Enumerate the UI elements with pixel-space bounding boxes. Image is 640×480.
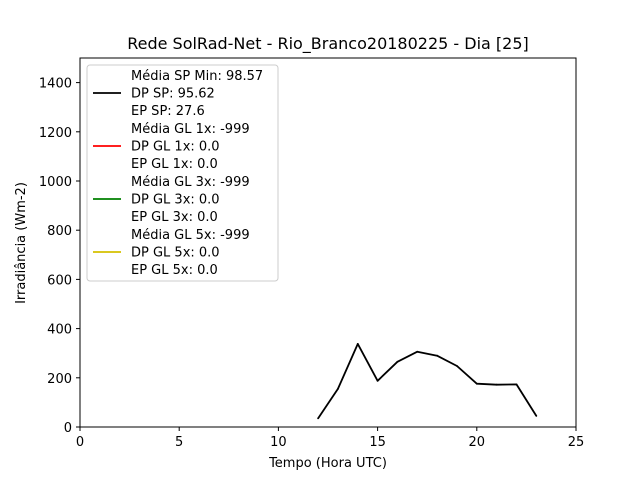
legend: Média SP Min: 98.57 DP SP: 95.62 EP SP: 27… [86,64,279,282]
series-1-point-3 [356,342,359,345]
y-tick-label: 1400 [39,77,72,92]
series-1-point-7 [436,354,439,357]
legend-label: Média SP Min: 98.57 [131,69,263,84]
y-axis-label: Irradiância (Wm-2) [14,182,29,304]
legend-label: DP SP: 95.62 [131,87,215,102]
legend-label: DP GL 5x: 0.0 [131,246,220,261]
series-1-point-4 [376,379,379,382]
series-1-point-11 [515,383,518,386]
series-1-point-12 [535,415,538,417]
y-tick-label: 1000 [39,175,72,190]
y-tick-label: 800 [47,224,72,239]
chart-title: Rede SolRad-Net - Rio_Branco20180225 - D… [127,34,529,54]
x-tick-label: 20 [469,435,486,450]
legend-box [86,64,279,282]
series-1-point-8 [456,365,458,367]
series-1-point-9 [475,382,478,385]
legend-label: Média GL 5x: -999 [131,228,250,243]
y-tick-label: 400 [47,323,72,338]
y-tick-label: 0 [64,421,72,436]
series-1-point-5 [396,360,399,363]
x-tick-label: 5 [175,435,183,450]
legend-label: DP GL 1x: 0.0 [131,140,220,155]
y-tick-label: 600 [47,273,72,288]
legend-label: DP GL 3x: 0.0 [131,193,220,208]
x-tick-label: 15 [369,435,386,450]
legend-label: EP GL 5x: 0.0 [131,263,218,278]
y-tick-label: 200 [47,372,72,387]
legend-label: EP GL 1x: 0.0 [131,157,218,172]
x-tick-label: 25 [568,435,585,450]
x-tick-label: 10 [270,435,287,450]
plot-frame [79,57,577,428]
y-tick-label: 1200 [39,126,72,141]
legend-label: Média GL 3x: -999 [131,175,250,190]
series-1-point-1 [317,417,319,420]
legend-label: Média GL 1x: -999 [131,122,250,137]
x-tick-label: 0 [76,435,84,450]
legend-label: EP SP: 27.6 [131,104,205,119]
series-1-point-6 [416,350,419,353]
x-axis-label: Tempo (Hora UTC) [268,456,387,471]
series-line-1 [317,342,538,419]
series-1-point-10 [495,383,498,386]
series-1-point-2 [337,387,339,390]
legend-label: EP GL 3x: 0.0 [131,210,218,225]
